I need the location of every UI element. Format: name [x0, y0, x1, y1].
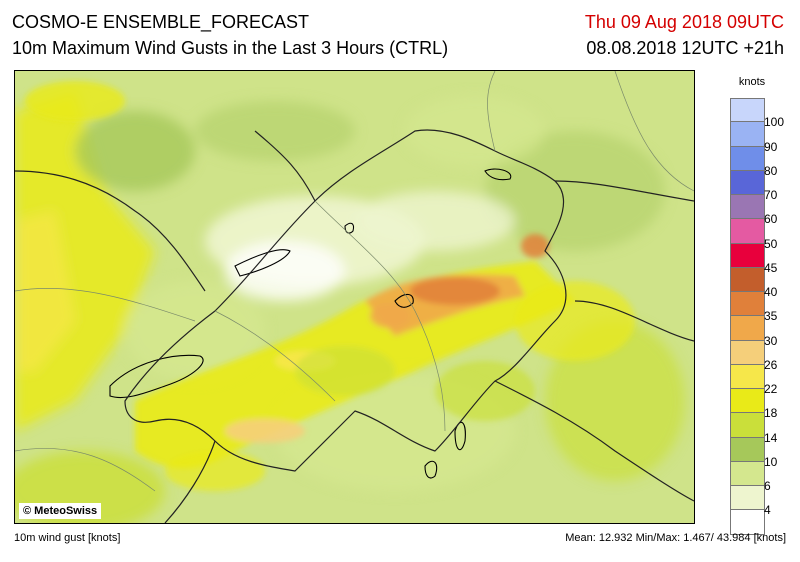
- legend-tick-label: 40: [764, 285, 778, 299]
- legend-swatch: [731, 316, 764, 341]
- legend-tick-label: 50: [764, 236, 778, 251]
- admin-borders: [15, 71, 694, 492]
- footer-variable-label: 10m wind gust [knots]: [14, 532, 121, 544]
- legend-tick-label: 22: [764, 382, 778, 396]
- legend-tick-label: 90: [764, 139, 778, 154]
- legend-tick-label: 26: [764, 357, 778, 372]
- map-canvas: [15, 71, 694, 523]
- legend-tick-label: 10: [764, 454, 778, 469]
- legend-tick-label: 18: [764, 406, 778, 421]
- legend-swatch: [731, 267, 764, 292]
- wind-gust-map: © MeteoSwiss: [14, 70, 695, 524]
- legend-tick-label: 6: [764, 479, 771, 493]
- legend-tick-label: 14: [764, 430, 778, 445]
- country-borders: [15, 129, 694, 523]
- legend-title: knots: [738, 76, 766, 88]
- footer-statistics: Mean: 12.932 Min/Max: 1.467/ 43.984 [kno…: [565, 532, 786, 544]
- legend-tick-label: 100: [764, 115, 785, 130]
- legend-tick-label: 35: [764, 309, 778, 324]
- legend-swatch: [731, 437, 764, 462]
- legend-swatch: [731, 219, 764, 244]
- legend-swatch: [731, 510, 764, 535]
- color-legend: [730, 98, 765, 535]
- legend-swatch: [731, 486, 764, 511]
- chart-subtitle: 10m Maximum Wind Gusts in the Last 3 Hou…: [12, 38, 449, 58]
- run-time: 08.08.2018 12UTC +21h: [586, 38, 784, 58]
- legend-swatch: [731, 170, 764, 195]
- wind-field-broad: [15, 91, 685, 523]
- legend-swatch: [731, 195, 764, 220]
- legend-swatch: [731, 364, 764, 389]
- legend-tick-label: 60: [764, 212, 778, 227]
- legend-swatch: [731, 461, 764, 486]
- lakes: [109, 168, 512, 479]
- legend-swatch: [731, 389, 764, 414]
- legend-tick-label: 30: [764, 333, 778, 348]
- legend-swatch: [731, 413, 764, 438]
- legend-tick-label: 70: [764, 188, 778, 202]
- legend-swatch: [731, 122, 764, 147]
- legend-tick-label: 80: [764, 163, 778, 178]
- legend-swatch: [731, 146, 764, 171]
- legend-tick-label: 4: [764, 503, 771, 518]
- legend-swatch: [731, 340, 764, 365]
- copyright-label: © MeteoSwiss: [19, 503, 102, 519]
- valid-time: Thu 09 Aug 2018 09UTC: [584, 12, 784, 32]
- legend-tick-label: 45: [764, 260, 778, 275]
- chart-title: COSMO-E ENSEMBLE_FORECAST: [12, 12, 310, 32]
- legend-swatch: [731, 292, 764, 317]
- legend-swatch: [731, 243, 764, 268]
- legend-swatch: [731, 98, 764, 123]
